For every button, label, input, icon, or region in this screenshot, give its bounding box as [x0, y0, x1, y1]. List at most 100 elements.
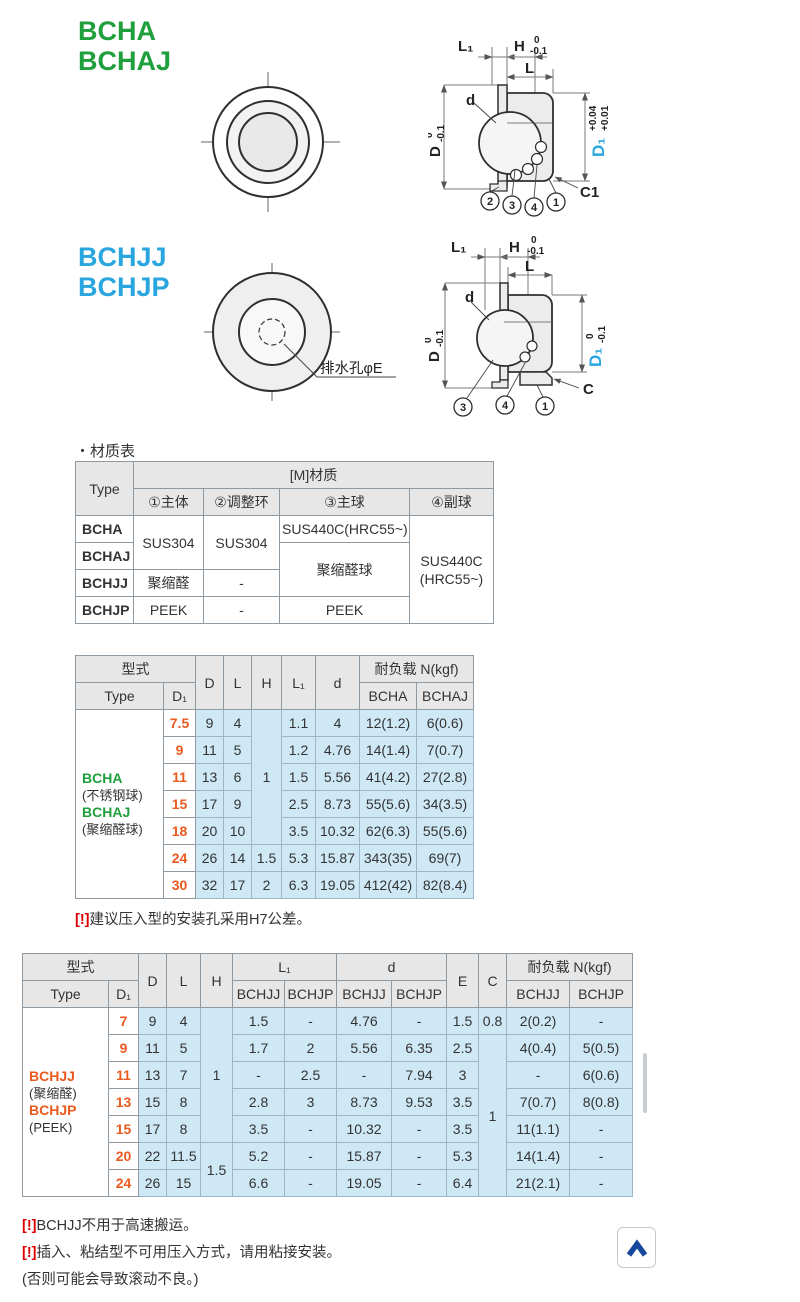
col-header-n-bchjp: BCHJP [569, 980, 634, 1008]
scrollbar-thumb[interactable] [643, 1053, 647, 1113]
col-header-type: Type [75, 682, 164, 710]
back-to-top-button[interactable] [617, 1227, 656, 1268]
table-cell: 9 [195, 709, 224, 737]
text-label: BCHA [82, 770, 123, 786]
table-cell: 22 [138, 1142, 167, 1170]
table-cell: - [391, 1169, 448, 1197]
dim-label-d-group: D 0 -0.1 [428, 124, 447, 157]
col-header-l1-bchjp: BCHJP [283, 980, 338, 1008]
type-label-cell: BCHJJ (聚缩醛) BCHJP (PEEK) [22, 1007, 109, 1197]
col-header-bchaj: BCHAJ [416, 682, 474, 710]
table-cell: 55(5.6) [359, 790, 417, 818]
table-cell: 20 [108, 1142, 139, 1170]
table-cell: 5.56 [315, 763, 360, 791]
table-cell: 2.5 [281, 790, 316, 818]
table-row: 24 26 14 1.5 5.3 15.87 343(35) 69(7) [76, 844, 474, 872]
row-label-bchjj: BCHJJ [75, 569, 134, 597]
dim-label-d1: D₁ [586, 348, 605, 367]
chamfer-label-c1: C1 [580, 184, 599, 201]
table-cell: 1.5 [232, 1007, 285, 1035]
table-cell: 15 [163, 790, 196, 818]
table-cell: 15 [166, 1169, 201, 1197]
heading-bchaj: BCHAJ [78, 46, 172, 76]
table-cell: 3 [283, 1088, 338, 1116]
table-cell: 343(35) [359, 844, 417, 872]
sub-balls [509, 140, 548, 182]
table-cell: 11 [195, 736, 224, 764]
table-cell: 19.05 [315, 871, 360, 899]
heading-bchjj-group: BCHJJ BCHJP [78, 242, 170, 302]
table-cell: 24 [163, 844, 196, 872]
table-cell: 3.5 [446, 1088, 480, 1116]
callout-circles: 2 3 4 1 [480, 191, 566, 217]
table-cell: 32 [195, 871, 224, 899]
col-header-L1: L₁ [281, 655, 316, 710]
table-cell: 2.5 [283, 1061, 338, 1089]
dim-label-d: D [426, 351, 443, 362]
dim-label-d-group: D 0 -0.1 [425, 329, 446, 362]
table-cell: 15 [108, 1115, 139, 1143]
table-cell: 7(0.7) [506, 1088, 571, 1116]
col-header-L1: L₁ [231, 953, 338, 981]
table-cell: - [569, 1115, 634, 1143]
table-cell: 69(7) [416, 844, 474, 872]
table-cell: 2 [251, 871, 282, 899]
col-header-D: D [195, 655, 224, 710]
callout-1: 1 [553, 197, 559, 209]
heading-bchjj: BCHJJ [78, 242, 167, 272]
col-header-load: 耐负载 N(kgf) [359, 655, 474, 683]
table-cell: - [232, 1061, 285, 1089]
table-cell: 6.3 [281, 871, 316, 899]
table-cell: 3 [446, 1061, 480, 1089]
table-cell: - [203, 569, 280, 597]
table-cell: 8.73 [336, 1088, 393, 1116]
table-cell: 62(6.3) [359, 817, 417, 845]
table-cell: 21(2.1) [506, 1169, 571, 1197]
table-cell: 9 [163, 736, 196, 764]
table-cell: - [391, 1115, 448, 1143]
table-cell: 4.76 [336, 1007, 393, 1035]
bcha-front-view-drawing [201, 72, 340, 212]
table-cell: 6.35 [391, 1034, 448, 1062]
table-cell: 9 [108, 1034, 139, 1062]
text-label: 插入、粘结型不可用压入方式，请用粘接安装。 [36, 1245, 342, 1261]
table-cell: 聚缩醛 [133, 569, 204, 597]
table-cell: 聚缩醛球 [279, 542, 410, 597]
table-cell: - [336, 1061, 393, 1089]
text-label: (不锈钢球) [82, 788, 143, 803]
note-line-3: (否则可能会导致滚动不良。) [22, 1268, 198, 1289]
table-row: 型式 D L H L₁ d E C 耐负载 N(kgf) [22, 953, 634, 1008]
note-marker: [!] [75, 912, 90, 928]
table-cell: SUS304 [203, 515, 280, 570]
table-cell: 11(1.1) [506, 1115, 571, 1143]
table-cell: 13 [138, 1061, 167, 1089]
table-cell: 5 [166, 1034, 201, 1062]
table-cell: 14(1.4) [359, 736, 417, 764]
table-cell: - [283, 1115, 338, 1143]
table-cell: SUS440C(HRC55~) [279, 515, 410, 543]
table-row: 24 26 15 6.6- 19.05- 6.4 21(2.1) - [23, 1169, 634, 1197]
dim-d1-tol-top: 0 [585, 333, 596, 339]
dim-label-d1-group: D₁ +0.04 +0.01 [588, 105, 611, 157]
chevron-up-icon [626, 1238, 647, 1257]
table-cell: 15.87 [315, 844, 360, 872]
note-line-1: [!]BCHJJ不用于高速搬运。 [22, 1214, 198, 1235]
text-label: (聚缩醛球) [82, 822, 143, 837]
dim-h-tol-bot: -0.1 [530, 46, 548, 57]
table-cell: 1.7 [232, 1034, 285, 1062]
table-cell: - [569, 1007, 634, 1035]
bcha-side-view-drawing: 2 3 4 1 L₁ H 0 -0.1 L d D 0 -0.1 D₁ +0.0… [428, 35, 611, 217]
table-cell: 6(0.6) [416, 709, 474, 737]
row-label-bcha: BCHA [75, 515, 134, 543]
table-cell: 2 [283, 1034, 338, 1062]
col-header-ring: ②调整环 [203, 488, 280, 516]
dim-d-tol-bot: -0.1 [435, 329, 446, 347]
table-row: BCHA (不锈钢球) BCHAJ (聚缩醛球) 7.5 9 4 1 1.1 4… [75, 709, 474, 899]
table-row: 18 20 10 3.5 10.32 62(6.3) 55(5.6) [76, 817, 474, 845]
table-cell: 10.32 [315, 817, 360, 845]
dim-label-d-small: d [465, 289, 474, 306]
table-row: 9 11 5 1.2 4.76 14(1.4) 7(0.7) [76, 736, 474, 764]
part-outlines [478, 84, 554, 192]
table-row: 型式 D L H L₁ d 耐负载 N(kgf) [75, 655, 474, 710]
